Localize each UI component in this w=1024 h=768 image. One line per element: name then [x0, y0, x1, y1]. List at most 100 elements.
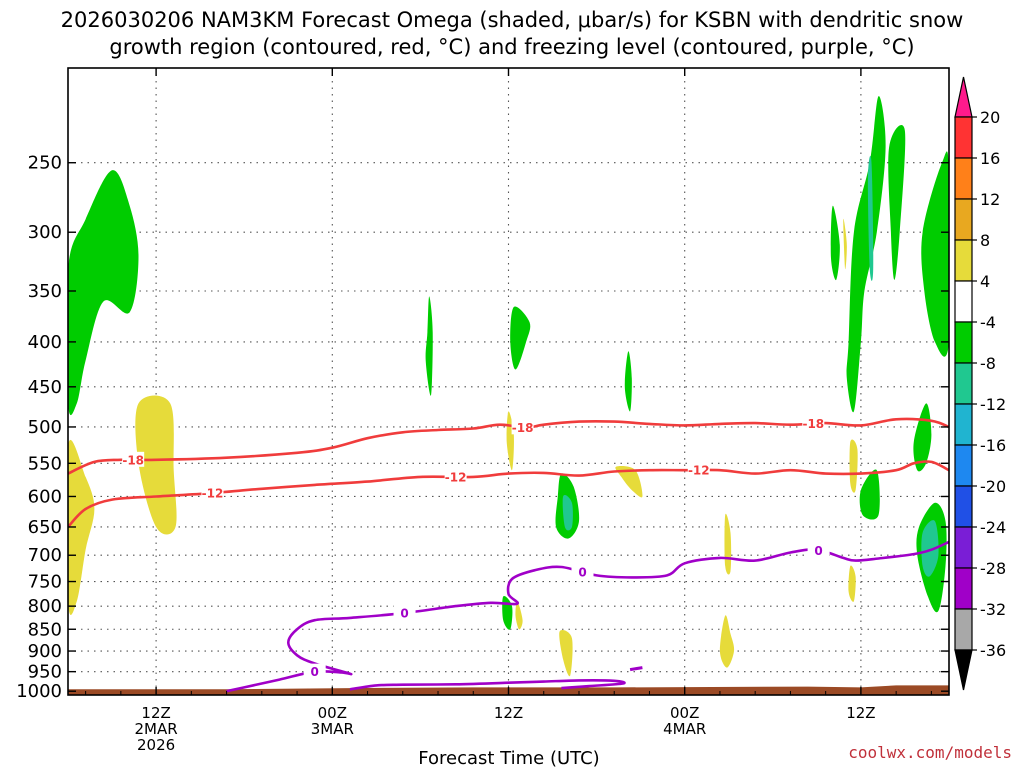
chart-title-line-2: growth region (contoured, red, °C) and f… — [109, 35, 914, 59]
colorbar-tick-label: -24 — [980, 518, 1006, 537]
colorbar-bottom-triangle — [954, 649, 973, 691]
freezing-level-fragment — [629, 666, 643, 672]
omega-region — [615, 466, 643, 498]
contour-label: 0 — [311, 665, 319, 679]
y-tick-label: 950 — [28, 662, 62, 683]
y-tick-label: 700 — [28, 545, 62, 566]
omega-region — [888, 125, 906, 280]
colorbar-top-triangle — [954, 76, 973, 118]
colorbar-segment — [954, 157, 973, 200]
omega-region — [859, 469, 880, 520]
contour-label-bg — [201, 484, 224, 500]
colorbar-tick-label: -36 — [980, 641, 1006, 660]
y-tick-label: 300 — [28, 222, 62, 243]
omega-region — [921, 151, 949, 357]
omega-region — [719, 615, 735, 668]
omega-region — [502, 595, 513, 630]
omega-region — [135, 395, 177, 535]
contour-label: -18 — [802, 417, 824, 431]
contour-label-bg — [687, 462, 710, 478]
colorbar-tick-label: -20 — [980, 477, 1006, 496]
x-tick-label: 00Z — [670, 704, 699, 722]
x-tick-label: 12Z — [846, 704, 875, 722]
contour-label: -12 — [202, 486, 224, 500]
omega-region — [68, 170, 139, 416]
contour-label-bg — [511, 419, 534, 435]
contour-label: 0 — [400, 606, 408, 620]
omega-region — [867, 155, 874, 281]
x-tick-label: 12Z — [141, 704, 170, 722]
contour-label: 0 — [578, 566, 586, 580]
colorbar-segment — [954, 444, 973, 487]
colorbar-tick-label: 20 — [980, 108, 1000, 127]
x-tick-label: 00Z — [318, 704, 347, 722]
chart-title-line-1: 2026030206 NAM3KM Forecast Omega (shaded… — [61, 8, 964, 32]
contour-line — [226, 540, 949, 693]
y-tick-label: 750 — [28, 572, 62, 593]
y-tick-label: 650 — [28, 517, 62, 538]
omega-region — [562, 495, 573, 531]
y-tick-label: 450 — [28, 377, 62, 398]
contour-label-bg — [122, 451, 145, 467]
colorbar-tick-label: -12 — [980, 395, 1006, 414]
contour-label: 0 — [814, 544, 822, 558]
colorbar-segment — [954, 608, 973, 651]
y-tick-label: 250 — [28, 153, 62, 174]
y-tick-label: 1000 — [16, 681, 62, 702]
omega-region — [830, 205, 840, 281]
contour-labels: -18 -18 -18 -12 -12 -12 0 0 0 0 — [122, 415, 830, 679]
omega-region — [624, 351, 632, 412]
colorbar-tick-label: 16 — [980, 149, 1000, 168]
x-axis-label: Forecast Time (UTC) — [418, 748, 599, 768]
omega-region — [510, 306, 531, 370]
colorbar-tick-label: -4 — [980, 313, 996, 332]
colorbar-segment — [954, 362, 973, 405]
y-tick-label: 400 — [28, 332, 62, 353]
omega-region — [559, 629, 573, 677]
y-tick-label: 800 — [28, 596, 62, 617]
x-tick-label: 12Z — [494, 704, 523, 722]
omega-region — [68, 439, 95, 615]
colorbar-segment — [954, 239, 973, 282]
colorbar-segment — [954, 526, 973, 569]
omega-region — [425, 296, 433, 396]
credit-text: coolwx.com/models — [848, 743, 1012, 762]
contour-label-bg — [571, 564, 594, 580]
x-tick-label: 2026 — [137, 736, 175, 754]
omega-region — [843, 218, 847, 270]
y-tick-label: 550 — [28, 453, 62, 474]
contour-label-bg — [802, 415, 825, 431]
x-tick-label: 2MAR — [135, 720, 178, 738]
contour-label: -18 — [512, 421, 534, 435]
omega-region — [515, 601, 523, 630]
x-tick-label: 3MAR — [311, 720, 354, 738]
contour-line — [349, 679, 626, 691]
pressure-axis: 2503003504004505005506006507007508008509… — [16, 153, 949, 702]
colorbar-segment — [954, 198, 973, 241]
contour-label-bg — [303, 663, 326, 679]
omega-region — [921, 520, 939, 577]
colorbar-tick-label: 8 — [980, 231, 990, 250]
colorbar-segment — [954, 403, 973, 446]
y-tick-label: 850 — [28, 619, 62, 640]
grid-lines — [68, 68, 949, 695]
colorbar-segment — [954, 485, 973, 528]
contour-label-bg — [444, 468, 467, 484]
colorbar-tick-label: -32 — [980, 600, 1006, 619]
y-tick-label: 600 — [28, 486, 62, 507]
y-tick-label: 900 — [28, 641, 62, 662]
colorbar: 20 16 12 8 4 -4 -8 -12 -16 -20 -24 -28 -32 -36 — [954, 76, 1006, 691]
colorbar-tick-label: -8 — [980, 354, 996, 373]
colorbar-tick-label: 12 — [980, 190, 1000, 209]
y-tick-label: 350 — [28, 281, 62, 302]
colorbar-tick-label: -28 — [980, 559, 1006, 578]
omega-region — [724, 513, 732, 575]
colorbar-segment — [954, 567, 973, 610]
omega-region — [849, 439, 858, 493]
colorbar-tick-label: 4 — [980, 272, 990, 291]
colorbar-segment — [954, 116, 973, 159]
contour-label-bg — [807, 542, 830, 558]
contour-label: -12 — [445, 470, 467, 484]
colorbar-segment — [954, 321, 973, 364]
